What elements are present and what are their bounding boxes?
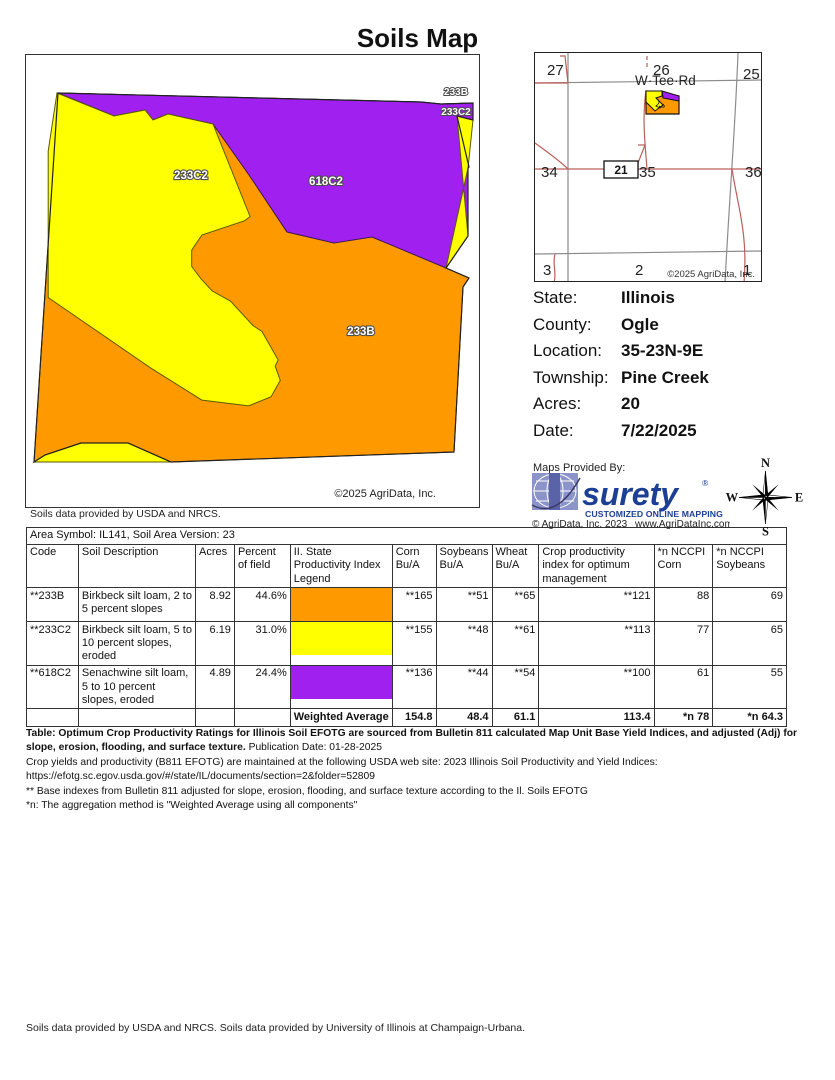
- svg-text:36: 36: [745, 164, 762, 181]
- svg-text:®: ®: [702, 478, 709, 488]
- svg-text:233C2: 233C2: [441, 107, 471, 118]
- svg-text:© AgriData, Inc. 2023: © AgriData, Inc. 2023: [532, 519, 628, 529]
- svg-text:www.AgriDataInc.com: www.AgriDataInc.com: [634, 519, 730, 529]
- svg-text:618C2: 618C2: [309, 176, 343, 188]
- svg-text:E: E: [795, 490, 803, 504]
- svg-text:233B: 233B: [444, 87, 468, 98]
- svg-text:34: 34: [541, 164, 558, 181]
- svg-text:233B: 233B: [347, 326, 375, 338]
- svg-text:©2025 AgriData, Inc.: ©2025 AgriData, Inc.: [334, 488, 436, 500]
- svg-text:35: 35: [639, 164, 656, 181]
- svg-text:27: 27: [547, 62, 564, 79]
- svg-text:3: 3: [543, 262, 551, 279]
- svg-text:21: 21: [614, 163, 628, 177]
- svg-text:N: N: [761, 456, 770, 470]
- svg-text:©2025 AgriData, Inc.: ©2025 AgriData, Inc.: [667, 269, 755, 280]
- svg-text:CUSTOMIZED ONLINE MAPPING: CUSTOMIZED ONLINE MAPPING: [585, 509, 723, 519]
- svg-text:25: 25: [743, 66, 760, 83]
- svg-text:S: S: [762, 525, 769, 539]
- svg-text:233C2: 233C2: [174, 170, 208, 182]
- svg-text:2: 2: [635, 262, 643, 279]
- svg-text:W·Tee·Rd: W·Tee·Rd: [635, 73, 696, 88]
- svg-text:surety: surety: [582, 476, 680, 512]
- svg-text:W: W: [726, 490, 739, 504]
